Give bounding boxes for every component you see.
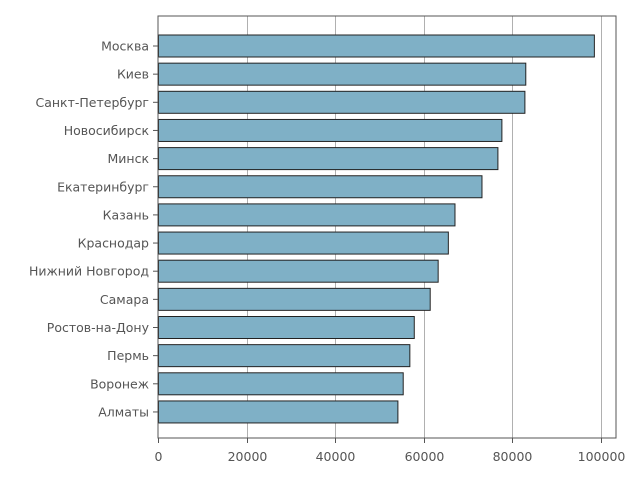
bar: [158, 118, 503, 142]
bar: [158, 287, 431, 311]
y-tick-label: Самара: [100, 292, 149, 307]
bar: [158, 259, 439, 283]
y-tick-label: Новосибирск: [64, 123, 150, 138]
bar: [158, 34, 595, 58]
bar: [158, 344, 411, 368]
y-tick-label: Воронеж: [90, 376, 149, 391]
bar: [158, 62, 527, 86]
x-tick-label: 20000: [228, 449, 268, 464]
bar: [158, 90, 526, 114]
y-tick-label: Екатеринбург: [57, 179, 149, 194]
x-tick-label: 100000: [578, 449, 626, 464]
bar: [158, 203, 456, 227]
bar: [158, 400, 399, 424]
y-tick-label: Минск: [107, 151, 149, 166]
x-tick-label: 80000: [493, 449, 533, 464]
y-tick-label: Ростов-на-Дону: [47, 320, 150, 335]
gridlines: [247, 16, 602, 438]
x-tick-labels: 0 20000 40000 60000 80000 100000: [155, 438, 626, 464]
y-tick-label: Алматы: [98, 404, 149, 419]
axes: [157, 15, 617, 439]
x-tick-label: 60000: [405, 449, 445, 464]
bar: [158, 147, 499, 171]
y-tick-label: Москва: [101, 39, 149, 54]
bar: [158, 316, 415, 339]
x-tick-label: 40000: [316, 449, 356, 464]
y-tick-label: Киев: [117, 67, 149, 82]
bar: [158, 175, 483, 199]
y-tick-label: Нижний Новгород: [29, 264, 149, 279]
bar: [158, 372, 404, 396]
y-tick-labels: Москва Киев Санкт-Петербург Новосибирск Минс…: [29, 39, 158, 419]
y-tick-label: Санкт-Петербург: [35, 95, 149, 110]
y-tick-label: Пермь: [107, 348, 149, 363]
bar: [158, 231, 449, 255]
bars: [158, 34, 595, 424]
y-tick-label: Краснодар: [78, 236, 149, 251]
y-tick-label: Казань: [103, 207, 149, 222]
plot-frame: [157, 15, 617, 439]
x-tick-label: 0: [155, 449, 163, 464]
